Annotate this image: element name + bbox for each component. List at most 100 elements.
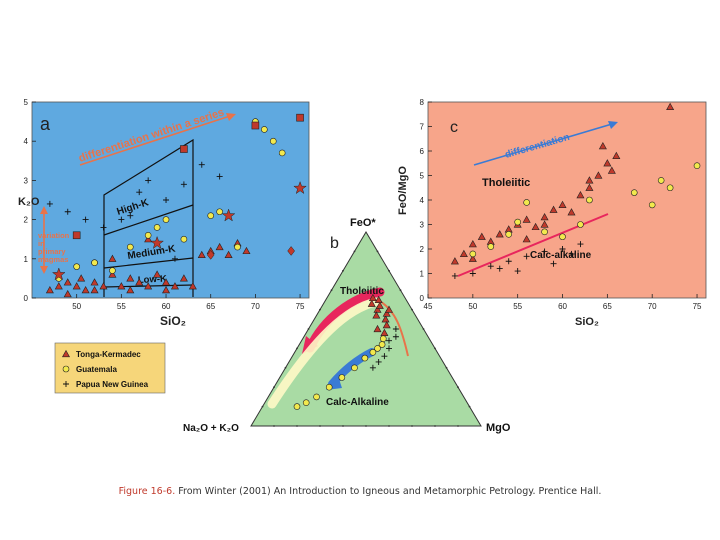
panel-b-point-triangle xyxy=(373,305,382,313)
panel-a-point-triangle xyxy=(215,242,224,251)
panel-c-point-triangle xyxy=(612,151,621,159)
panel-b-point-circle xyxy=(338,374,346,381)
panel-a-point-triangle xyxy=(126,286,135,294)
panel-a-xtick-label: 65 xyxy=(206,302,215,311)
panel-c-label: c xyxy=(450,119,458,136)
panel-a-point-triangle xyxy=(144,282,153,290)
panel-a-point-circle xyxy=(91,259,98,267)
field-label-calc-alkaline-c: Calc-alkaline xyxy=(530,250,592,261)
ternary-tick xyxy=(411,308,413,311)
panel-c-xtick-label: 55 xyxy=(513,302,522,311)
ternary-tick xyxy=(330,289,333,292)
panel-c-point-triangle xyxy=(598,141,607,150)
panel-a-point-circle xyxy=(144,231,152,239)
panel-a-point-triangle xyxy=(144,235,153,243)
panel-a-point-triangle xyxy=(99,282,108,290)
panel-a-point-square xyxy=(251,121,260,130)
panel-b-point-plus xyxy=(392,333,399,340)
annotation-variation-primary-magmas: variation in primary magmas xyxy=(38,232,70,264)
ternary-tick xyxy=(296,347,298,350)
ternary-tick xyxy=(376,250,379,253)
panel-c-point-plus xyxy=(487,263,494,270)
panel-c-ytick-label: 5 xyxy=(420,172,425,181)
panel-a-point-triangle xyxy=(188,282,197,290)
panel-a-point-circle xyxy=(153,224,161,231)
panel-b-point-triangle xyxy=(374,295,383,304)
panel-b-point-plus xyxy=(386,345,392,352)
panel-a-point-triangle xyxy=(72,282,81,290)
field-label-tholeiitic-b: Tholeiitic xyxy=(340,286,384,297)
panel-a-point-star xyxy=(293,180,307,195)
ternary-tick xyxy=(457,425,459,427)
panel-a-points xyxy=(45,113,307,298)
panel-c-point-circle xyxy=(657,177,665,184)
panel-c-point-plus xyxy=(523,253,530,260)
panel-c-point-triangle xyxy=(468,239,477,248)
panel-c-point-triangle xyxy=(576,190,585,199)
vertex-label-alkali: Na₂O + K₂O xyxy=(183,423,239,434)
panel-c-xtick-label: 75 xyxy=(693,302,702,311)
panel-a-point-triangle xyxy=(81,286,90,294)
field-label-calc-alkaline-b: Calc-Alkaline xyxy=(326,397,389,408)
panel-a-point-circle xyxy=(207,212,215,219)
legend-item: Guatemala xyxy=(62,365,117,374)
panel-b-point-triangle xyxy=(372,311,381,319)
panel-c-point-circle xyxy=(666,184,674,192)
ternary-ticks xyxy=(261,250,471,427)
panel-c-point-triangle xyxy=(477,232,486,240)
panel-a-point-plus xyxy=(216,173,223,180)
panel-a-point-diamond xyxy=(287,246,295,256)
ternary-tick xyxy=(353,250,356,253)
panel-c-ytick-label: 2 xyxy=(420,245,425,254)
panel-a-point-circle xyxy=(278,149,286,157)
panel-a-point-circle xyxy=(269,137,277,145)
panel-c-point-triangle xyxy=(666,102,675,110)
panel-c-ytick-label: 3 xyxy=(420,221,425,230)
panel-c-xtick-label: 65 xyxy=(603,302,612,311)
panel-a-point-square xyxy=(72,231,81,240)
legend: Tonga-Kermadec Guatemala Papua New Guinea xyxy=(54,342,166,394)
panel-a-point-plus xyxy=(136,189,143,196)
panel-a-ytick-label: 1 xyxy=(24,255,29,264)
calc-alkaline-fill-trend xyxy=(267,297,381,409)
panel-a-point-triangle xyxy=(90,286,99,294)
panel-b-point-circle xyxy=(302,399,310,407)
panel-c-xtick-label: 60 xyxy=(558,302,567,311)
arrowhead-a xyxy=(226,113,236,121)
panel-a-point-plus xyxy=(127,212,134,219)
panel-c-points xyxy=(450,102,701,279)
panel-a-point-plus xyxy=(171,255,178,262)
panel-a-point-triangle xyxy=(170,282,179,290)
ternary-tick xyxy=(434,425,436,427)
panel-c-point-circle xyxy=(523,199,530,206)
panel-c-point-plus xyxy=(577,241,584,248)
ternary-tick xyxy=(445,366,448,369)
panel-a-point-plus xyxy=(163,197,170,203)
panel-c-point-plus xyxy=(514,268,521,275)
panel-b-point-triangle xyxy=(384,305,394,313)
panel-a-xtick-label: 50 xyxy=(72,302,81,311)
panel-c-point-circle xyxy=(514,218,521,226)
figure-number: Figure 16-6. xyxy=(118,486,176,497)
panel-c-point-circle xyxy=(559,233,566,241)
differentiation-arrow-a xyxy=(79,115,231,166)
panel-c-point-triangle xyxy=(540,213,549,221)
panel-a-point-triangle xyxy=(242,246,251,255)
panel-b-afm-ternary: b FeO* Na₂O + K₂O MgO Tholeiitic Calc-Al… xyxy=(183,217,511,434)
panel-c-point-triangle xyxy=(495,230,504,238)
ternary-tick xyxy=(411,425,413,427)
panel-c-point-circle xyxy=(505,231,513,238)
panel-a-point-star xyxy=(150,235,165,250)
panel-a-xtick-label: 75 xyxy=(296,302,305,311)
panel-a-k2o-chart: a K₂O SiO₂ High-K Medium-K Low-K differe… xyxy=(18,98,310,328)
panel-a-point-plus xyxy=(100,224,107,231)
panel-c-ylabel: FeO/MgO xyxy=(397,166,409,215)
legend-label: Tonga-Kermadec xyxy=(76,350,141,359)
ternary-tick xyxy=(399,289,402,292)
panel-a-point-circle xyxy=(261,126,268,133)
panel-a-ytick-label: 0 xyxy=(24,294,29,303)
panel-c-point-triangle xyxy=(585,176,594,184)
ternary-tick xyxy=(319,308,321,311)
panel-a-point-circle xyxy=(180,235,188,243)
ternary-tick xyxy=(457,386,459,389)
